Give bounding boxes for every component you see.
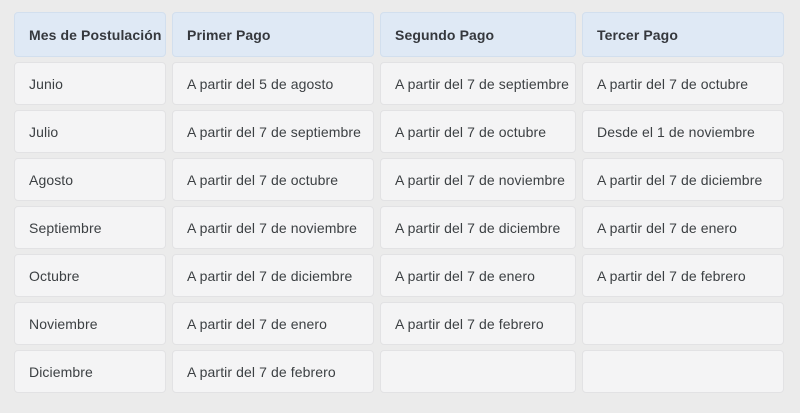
table-cell-mes: Junio	[14, 62, 166, 105]
table-cell-segundo-pago: A partir del 7 de octubre	[380, 110, 576, 153]
table-cell-mes: Septiembre	[14, 206, 166, 249]
table-cell-segundo-pago: A partir del 7 de noviembre	[380, 158, 576, 201]
table-cell-tercer-pago: A partir del 7 de febrero	[582, 254, 784, 297]
header-cell-segundo-pago: Segundo Pago	[380, 12, 576, 57]
table-cell-segundo-pago: A partir del 7 de febrero	[380, 302, 576, 345]
table-cell-primer-pago: A partir del 7 de febrero	[172, 350, 374, 393]
table-cell-mes: Octubre	[14, 254, 166, 297]
table-cell-tercer-pago: A partir del 7 de enero	[582, 206, 784, 249]
table-cell-segundo-pago: A partir del 7 de septiembre	[380, 62, 576, 105]
table-cell-segundo-pago-empty	[380, 350, 576, 393]
payment-schedule-table: Mes de Postulación Primer Pago Segundo P…	[14, 12, 784, 393]
table-cell-primer-pago: A partir del 7 de noviembre	[172, 206, 374, 249]
table-cell-tercer-pago: Desde el 1 de noviembre	[582, 110, 784, 153]
table-cell-primer-pago: A partir del 5 de agosto	[172, 62, 374, 105]
table-cell-tercer-pago: A partir del 7 de octubre	[582, 62, 784, 105]
table-cell-mes: Noviembre	[14, 302, 166, 345]
table-cell-mes: Agosto	[14, 158, 166, 201]
table-cell-tercer-pago: A partir del 7 de diciembre	[582, 158, 784, 201]
table-cell-segundo-pago: A partir del 7 de enero	[380, 254, 576, 297]
header-cell-primer-pago: Primer Pago	[172, 12, 374, 57]
table-cell-mes: Diciembre	[14, 350, 166, 393]
table-cell-tercer-pago-empty	[582, 350, 784, 393]
table-cell-primer-pago: A partir del 7 de enero	[172, 302, 374, 345]
table-cell-mes: Julio	[14, 110, 166, 153]
table-cell-primer-pago: A partir del 7 de diciembre	[172, 254, 374, 297]
table-cell-segundo-pago: A partir del 7 de diciembre	[380, 206, 576, 249]
table-cell-tercer-pago-empty	[582, 302, 784, 345]
table-cell-primer-pago: A partir del 7 de octubre	[172, 158, 374, 201]
table-cell-primer-pago: A partir del 7 de septiembre	[172, 110, 374, 153]
header-cell-tercer-pago: Tercer Pago	[582, 12, 784, 57]
header-cell-mes-de-postulacion: Mes de Postulación	[14, 12, 166, 57]
